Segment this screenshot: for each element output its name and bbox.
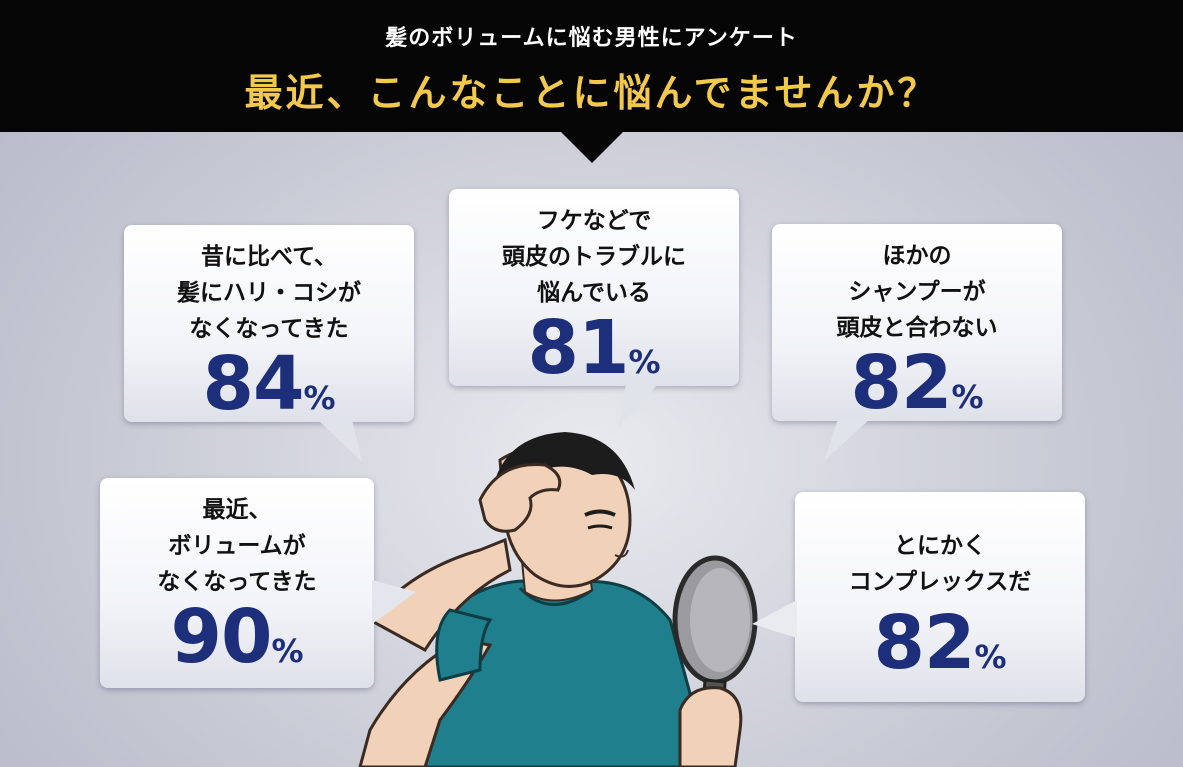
bubble-tail [752, 600, 797, 638]
bubble-tail [618, 384, 658, 428]
bubble-percent: 84% [202, 341, 336, 427]
bubble-scalp-trouble: フケなどで 頭皮のトラブルに 悩んでいる 81% [449, 189, 739, 386]
survey-title: 最近、こんなことに悩んでませんか？ [244, 71, 939, 115]
bubble-tail [318, 420, 362, 462]
bubble-tail [824, 419, 870, 461]
bubble-label: ほかの シャンプーが 頭皮と合わない [836, 243, 998, 341]
bubble-volume-loss: 最近、 ボリュームが なくなってきた 90% [100, 478, 374, 688]
header-banner: 髪のボリュームに悩む男性にアンケート 最近、こんなことに悩んでませんか？ [0, 0, 1183, 132]
bubble-label: フケなどで 頭皮のトラブルに 悩んでいる [502, 208, 686, 306]
header-pointer [560, 131, 624, 163]
bubble-shampoo-mismatch: ほかの シャンプーが 頭皮と合わない 82% [772, 224, 1062, 421]
bubble-percent: 90% [170, 594, 304, 680]
bubble-complex: とにかく コンプレックスだ 82% [795, 492, 1085, 702]
bubble-percent: 82% [873, 600, 1007, 686]
bubble-percent: 82% [850, 340, 984, 426]
bubble-tail [372, 580, 416, 624]
bubble-label: 昔に比べて、 髪にハリ・コシが なくなってきた [177, 244, 361, 342]
bubble-hari-koshi: 昔に比べて、 髪にハリ・コシが なくなってきた 84% [124, 225, 414, 422]
bubble-percent: 81% [527, 305, 661, 391]
bubble-label: とにかく コンプレックスだ [848, 533, 1032, 595]
man-with-mirror-illustration [358, 432, 758, 767]
survey-subtitle: 髪のボリュームに悩む男性にアンケート [385, 26, 798, 51]
bubble-label: 最近、 ボリュームが なくなってきた [157, 497, 317, 595]
